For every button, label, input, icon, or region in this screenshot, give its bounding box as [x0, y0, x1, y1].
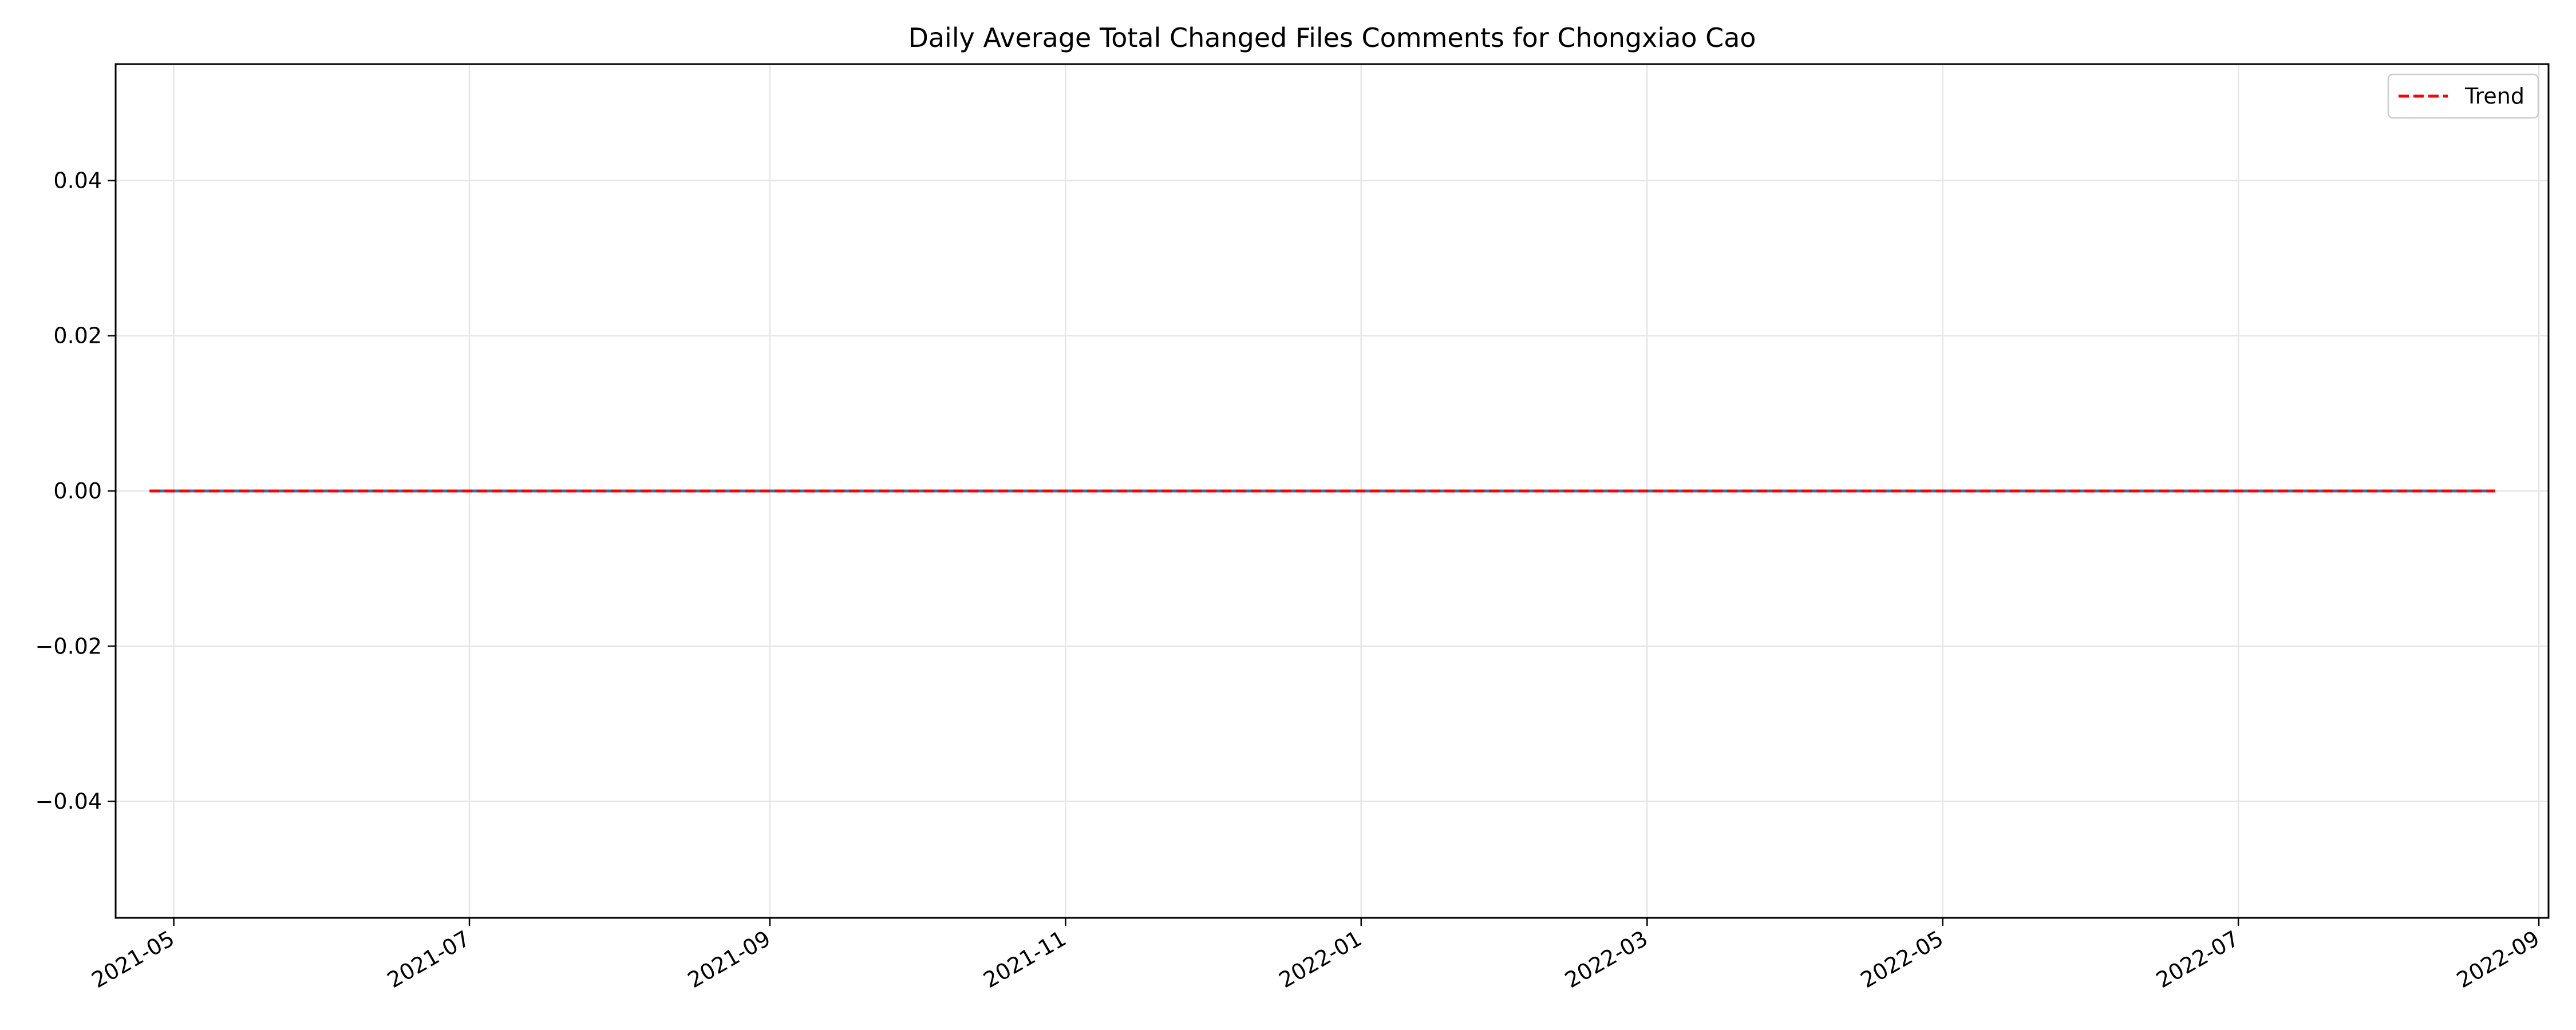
- x-tick-label: 2021-11: [979, 926, 1070, 993]
- x-tick-label: 2021-09: [683, 926, 775, 993]
- x-tick-label: 2022-07: [2152, 926, 2243, 993]
- legend-label: Trend: [2464, 84, 2524, 109]
- legend: Trend: [2387, 73, 2539, 119]
- x-tick-label: 2022-09: [2452, 926, 2544, 993]
- legend-box: [2387, 73, 2539, 119]
- tick-layer: 2021-05 2021-07 2021-09 2021-11 2022-01 2022-…: [35, 168, 2544, 993]
- x-tick-label: 2022-03: [1560, 926, 1652, 993]
- x-tick-label: 2022-01: [1275, 926, 1366, 993]
- y-tick-label: −0.04: [35, 789, 102, 814]
- x-tick-label: 2022-05: [1856, 926, 1948, 993]
- y-tick-label: 0.02: [53, 323, 102, 348]
- y-tick-label: 0.00: [53, 478, 102, 504]
- x-tick-label: 2021-07: [383, 926, 475, 993]
- y-tick-label: 0.04: [53, 168, 102, 193]
- x-tick-label: 2021-05: [88, 926, 179, 993]
- chart-title: Daily Average Total Changed Files Commen…: [908, 22, 1756, 53]
- y-tick-label: −0.02: [35, 633, 102, 659]
